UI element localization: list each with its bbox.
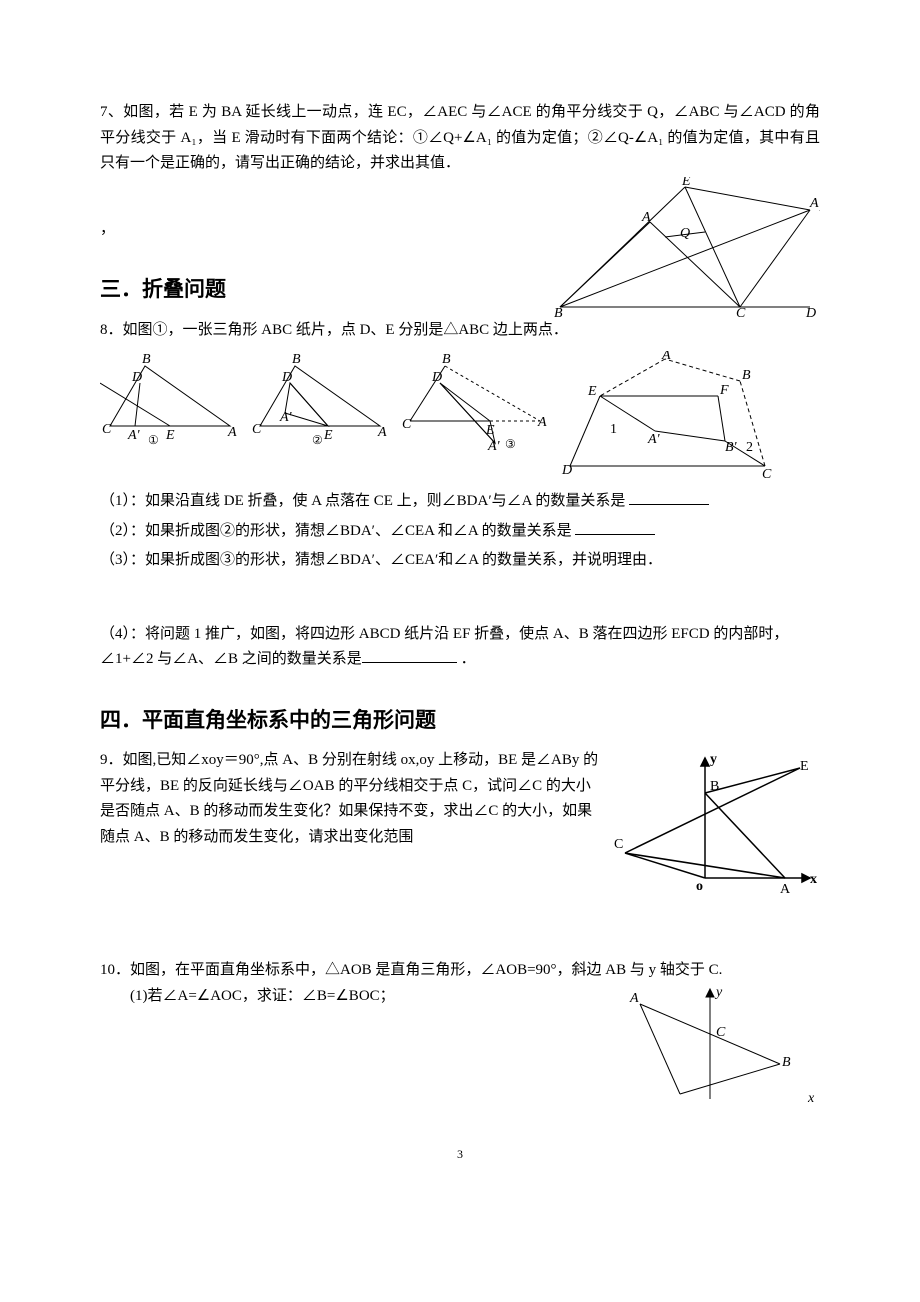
svg-text:B: B <box>710 779 719 794</box>
svg-text:A': A' <box>127 428 141 443</box>
svg-text:A: A <box>629 991 639 1006</box>
svg-text:A: A <box>537 415 547 430</box>
figure-8-3: B D C E A A' ③ <box>400 351 550 451</box>
svg-text:D: D <box>131 370 142 385</box>
label-Q: Q <box>680 226 690 241</box>
figure-8-4: A B E F A' B' 1 2 D C <box>560 351 775 481</box>
problem-8-intro: 8．如图①，一张三角形 ABC 纸片，点 D、E 分别是△ABC 边上两点． <box>100 318 820 344</box>
problem-10: 10．如图，在平面直角坐标系中，△AOB 是直角三角形，∠AOB=90°，斜边 … <box>100 958 820 1104</box>
problem-10-intro: 10．如图，在平面直角坐标系中，△AOB 是直角三角形，∠AOB=90°，斜边 … <box>100 958 820 984</box>
blank-8-1 <box>629 489 709 505</box>
svg-text:y: y <box>714 985 723 1000</box>
svg-text:③: ③ <box>505 437 516 451</box>
figure-8-row: B D C A' E A ① B D C A' E A <box>100 351 820 481</box>
svg-text:A': A' <box>487 439 501 451</box>
svg-text:①: ① <box>148 433 159 446</box>
section-4-heading: 四．平面直角坐标系中的三角形问题 <box>100 703 820 739</box>
blank-8-4 <box>362 647 457 663</box>
svg-text:A': A' <box>647 432 661 447</box>
svg-text:D: D <box>561 463 572 478</box>
svg-text:C: C <box>252 422 262 437</box>
svg-text:C: C <box>614 837 623 852</box>
svg-text:C: C <box>716 1025 726 1040</box>
problem-8-sub3: （3）：如果折成图③的形状，猜想∠BDA′、∠CEA′和∠A 的数量关系，并说明… <box>100 548 820 574</box>
svg-text:D: D <box>431 370 442 385</box>
svg-text:A: A <box>227 425 237 440</box>
page-number: 3 <box>100 1144 820 1164</box>
svg-text:C: C <box>762 467 772 481</box>
svg-text:o: o <box>696 879 703 894</box>
svg-text:E: E <box>485 423 495 438</box>
label-A1-sub: 1 <box>819 203 820 214</box>
svg-text:x: x <box>807 1091 815 1104</box>
svg-text:②: ② <box>312 433 323 446</box>
svg-text:C: C <box>402 417 412 432</box>
svg-text:E: E <box>587 384 597 399</box>
svg-text:A: A <box>661 351 671 363</box>
svg-text:B: B <box>742 368 751 383</box>
svg-text:x: x <box>810 872 817 887</box>
figure-7: E A Q A1 B C D <box>550 177 820 317</box>
page: 7、如图，若 E 为 BA 延长线上一动点，连 EC，∠AEC 与∠ACE 的角… <box>0 0 920 1214</box>
svg-text:A: A <box>780 882 791 897</box>
svg-text:A1: A1 <box>809 196 820 214</box>
svg-text:C: C <box>102 422 112 437</box>
label-D: D <box>805 306 816 317</box>
problem-8-sub2: （2）：如果折成图②的形状，猜想∠BDA′、∠CEA 和∠A 的数量关系是 <box>100 519 820 545</box>
svg-text:B: B <box>782 1055 791 1070</box>
svg-text:B': B' <box>725 440 738 455</box>
apostrophe: ， <box>100 217 820 243</box>
problem-9: y x o A B E C 9．如图,已知∠xoy＝90°,点 A、B 分别在射… <box>100 748 820 898</box>
label-E: E <box>681 177 691 189</box>
svg-text:1: 1 <box>610 422 617 437</box>
figure-8-2: B D C A' E A ② <box>250 351 390 446</box>
svg-text:B: B <box>442 352 451 367</box>
svg-text:D: D <box>281 370 292 385</box>
blank-8-2 <box>575 519 655 535</box>
figure-9: y x o A B E C <box>610 748 820 898</box>
problem-7: 7、如图，若 E 为 BA 延长线上一动点，连 EC，∠AEC 与∠ACE 的角… <box>100 100 820 242</box>
svg-text:E: E <box>323 428 333 443</box>
svg-text:E: E <box>165 428 175 443</box>
problem-8-sub1: （1）：如果沿直线 DE 折叠，使 A 点落在 CE 上，则∠BDA′与∠A 的… <box>100 489 820 515</box>
label-B: B <box>554 306 563 317</box>
problem-8: 8．如图①，一张三角形 ABC 纸片，点 D、E 分别是△ABC 边上两点． B… <box>100 318 820 673</box>
svg-text:B: B <box>292 352 301 367</box>
svg-text:A': A' <box>279 410 293 425</box>
svg-text:y: y <box>710 752 717 767</box>
figure-8-1: B D C A' E A ① <box>100 351 240 446</box>
problem-7-text: 7、如图，若 E 为 BA 延长线上一动点，连 EC，∠AEC 与∠ACE 的角… <box>100 100 820 177</box>
figure-10: y A C B x <box>620 984 820 1104</box>
label-A1: A <box>809 196 819 211</box>
svg-text:F: F <box>719 383 729 398</box>
svg-text:B: B <box>142 352 151 367</box>
svg-text:E: E <box>800 759 809 774</box>
svg-text:2: 2 <box>746 440 753 455</box>
label-A: A <box>641 210 651 225</box>
svg-text:A: A <box>377 425 387 440</box>
label-C: C <box>736 306 746 317</box>
problem-8-sub4: （4）：将问题 1 推广，如图，将四边形 ABCD 纸片沿 EF 折叠，使点 A… <box>100 622 820 673</box>
